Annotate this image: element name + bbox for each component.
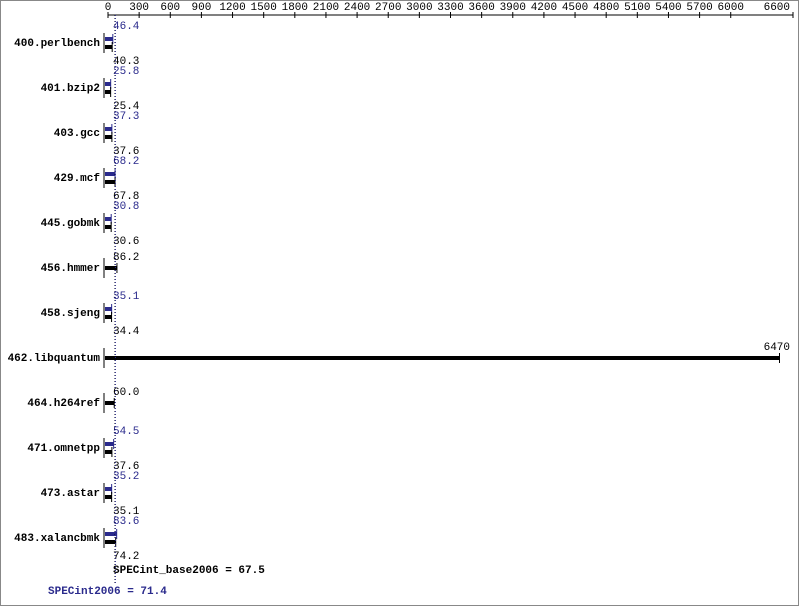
value-label: 30.8 (113, 201, 139, 213)
bar (105, 307, 112, 311)
x-tick-label: 2400 (344, 2, 370, 14)
x-tick-label: 2100 (313, 2, 339, 14)
category-label: 445.gobmk (41, 218, 101, 230)
category-label: 403.gcc (54, 128, 100, 140)
value-label: 34.4 (113, 326, 140, 338)
category-label: 400.perlbench (14, 38, 100, 50)
bar (105, 487, 112, 491)
category-label: 456.hmmer (41, 263, 100, 275)
x-tick-label: 1500 (250, 2, 276, 14)
bar (105, 45, 113, 49)
value-label: 86.2 (113, 252, 139, 264)
x-tick-label: 3000 (406, 2, 432, 14)
value-label: 83.6 (113, 516, 139, 528)
bar (105, 442, 114, 446)
value-label: 54.5 (113, 426, 139, 438)
bar (105, 135, 112, 139)
x-tick-label: 2700 (375, 2, 401, 14)
value-label: 37.6 (113, 461, 139, 473)
value-label: 37.6 (113, 146, 139, 158)
value-label: 40.3 (113, 56, 139, 68)
bar (105, 90, 111, 94)
x-tick-label: 6600 (764, 2, 790, 14)
value-label: 35.1 (113, 291, 140, 303)
value-label: 60.0 (113, 387, 139, 399)
x-tick-label: 5400 (655, 2, 681, 14)
bar (105, 225, 112, 229)
x-tick-label: 0 (105, 2, 112, 14)
x-tick-label: 1800 (282, 2, 308, 14)
bar (105, 266, 117, 270)
x-tick-label: 6000 (718, 2, 744, 14)
category-label: 471.omnetpp (27, 443, 100, 455)
x-tick-label: 4800 (593, 2, 619, 14)
bar (105, 37, 113, 41)
category-label: 483.xalancbmk (14, 533, 100, 545)
bar (105, 540, 116, 544)
category-label: 401.bzip2 (41, 83, 100, 95)
value-label: 35.2 (113, 471, 139, 483)
bar (105, 450, 112, 454)
category-label: 458.sjeng (41, 308, 100, 320)
category-label: 462.libquantum (8, 353, 101, 365)
x-tick-label: 5700 (686, 2, 712, 14)
x-tick-label: 1200 (219, 2, 245, 14)
reference-label: SPECint2006 = 71.4 (48, 586, 167, 598)
category-label: 429.mcf (54, 173, 101, 185)
bar (105, 180, 116, 184)
x-tick-label: 4500 (562, 2, 588, 14)
value-label: 25.4 (113, 101, 140, 113)
x-tick-label: 4200 (531, 2, 557, 14)
bar (105, 532, 117, 536)
value-label: 35.1 (113, 506, 140, 518)
bar (105, 495, 112, 499)
value-label: 67.8 (113, 191, 139, 203)
x-tick-label: 5100 (624, 2, 650, 14)
x-tick-label: 3600 (468, 2, 494, 14)
reference-label: SPECint_base2006 = 67.5 (113, 565, 265, 577)
bar (105, 172, 116, 176)
value-label: 68.2 (113, 156, 139, 168)
value-label: 6470 (764, 342, 790, 354)
x-tick-label: 300 (129, 2, 149, 14)
x-tick-label: 3300 (437, 2, 463, 14)
x-tick-label: 600 (160, 2, 180, 14)
value-label: 46.4 (113, 21, 140, 33)
bar (105, 315, 112, 319)
value-label: 74.2 (113, 551, 139, 563)
x-tick-label: 3900 (500, 2, 526, 14)
bar (105, 401, 115, 405)
bar (105, 356, 780, 360)
bar (105, 127, 112, 131)
x-tick-label: 900 (192, 2, 212, 14)
bar (105, 82, 111, 86)
value-label: 25.8 (113, 66, 139, 78)
value-label: 37.3 (113, 111, 139, 123)
category-label: 473.astar (41, 488, 100, 500)
bar (105, 217, 112, 221)
category-label: 464.h264ref (27, 398, 100, 410)
value-label: 30.6 (113, 236, 139, 248)
